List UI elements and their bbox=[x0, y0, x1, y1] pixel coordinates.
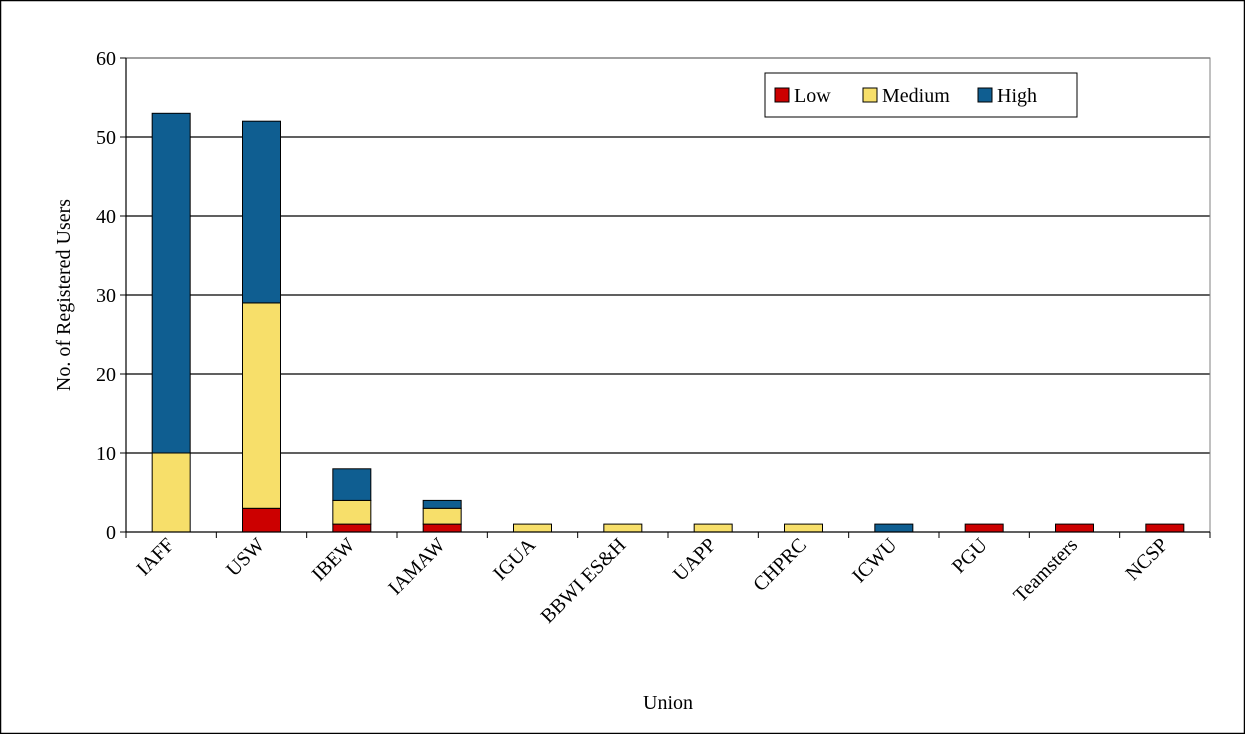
legend-box bbox=[764, 72, 1078, 118]
bar-high-0 bbox=[151, 112, 191, 454]
bar-medium-2 bbox=[332, 499, 372, 525]
bars bbox=[151, 112, 1185, 533]
y-tick-label: 0 bbox=[106, 522, 116, 544]
bar-low-2 bbox=[332, 523, 372, 533]
bar-medium-5 bbox=[603, 523, 643, 533]
bar-medium-1 bbox=[242, 302, 281, 509]
y-tick-label: 20 bbox=[96, 364, 116, 386]
x-axis-label: Union bbox=[643, 692, 693, 714]
y-tick-label: 10 bbox=[96, 443, 116, 465]
y-tick-labels: 0 10 20 30 40 50 60 bbox=[96, 48, 116, 544]
bar-low-3 bbox=[422, 523, 462, 533]
bar-medium-0 bbox=[151, 452, 191, 533]
bar-medium-6 bbox=[693, 523, 733, 533]
legend-swatch-medium bbox=[862, 87, 878, 103]
y-tick-label: 40 bbox=[96, 206, 116, 228]
bar-low-10 bbox=[1055, 523, 1094, 533]
bar-low-1 bbox=[242, 507, 281, 533]
legend-swatch-low bbox=[774, 87, 790, 103]
y-tick-label: 60 bbox=[96, 48, 116, 70]
legend-swatch-high bbox=[977, 87, 993, 103]
legend-label-high: High bbox=[997, 85, 1037, 107]
bar-medium-4 bbox=[513, 523, 552, 533]
legend-label-low: Low bbox=[794, 85, 831, 107]
bar-medium-7 bbox=[784, 523, 823, 533]
legend: Low Medium High bbox=[764, 72, 1078, 118]
y-tick-label: 30 bbox=[96, 285, 116, 307]
bar-medium-3 bbox=[422, 507, 462, 525]
bar-high-8 bbox=[874, 523, 914, 533]
y-axis-label: No. of Registered Users bbox=[53, 199, 75, 391]
bar-low-11 bbox=[1145, 523, 1185, 533]
legend-label-medium: Medium bbox=[882, 85, 950, 107]
y-tick-label: 50 bbox=[96, 127, 116, 149]
bar-low-9 bbox=[964, 523, 1004, 533]
axes bbox=[120, 57, 1211, 538]
bar-high-3 bbox=[422, 499, 462, 509]
bar-high-2 bbox=[332, 468, 372, 501]
bar-high-1 bbox=[242, 120, 281, 304]
